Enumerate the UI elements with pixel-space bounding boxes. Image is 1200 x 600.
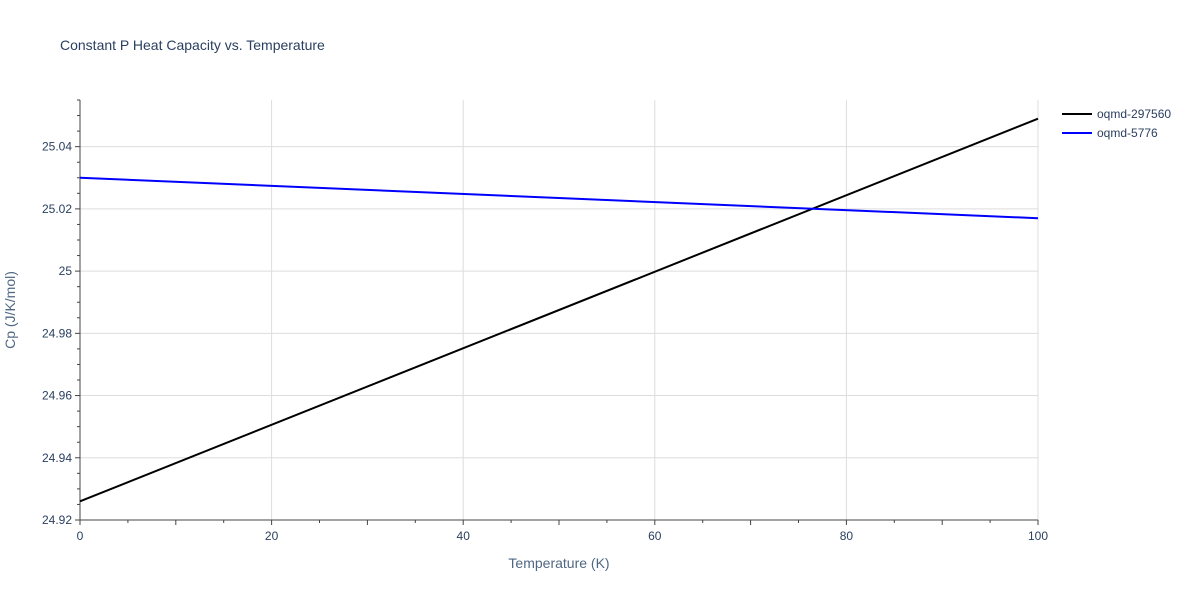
axes [75, 99, 1039, 525]
y-tick-label: 24.92 [42, 513, 72, 527]
x-tick-label: 40 [457, 529, 471, 543]
x-tick-label: 20 [265, 529, 279, 543]
legend-item-oqmd-5776[interactable]: oqmd-5776 [1062, 126, 1158, 140]
legend-item-oqmd-297560[interactable]: oqmd-297560 [1062, 107, 1171, 121]
x-tick-label: 100 [1028, 529, 1048, 543]
y-axis-title: Cp (J/K/mol) [2, 271, 18, 349]
x-tick-label: 0 [77, 529, 84, 543]
legend-label: oqmd-297560 [1097, 107, 1171, 121]
y-tick-label: 24.94 [42, 451, 72, 465]
chart-title: Constant P Heat Capacity vs. Temperature [60, 37, 325, 53]
legend[interactable]: oqmd-297560 oqmd-5776 [1062, 107, 1171, 140]
series-line-oqmd-5776[interactable] [79, 176, 1039, 220]
x-axis-title: Temperature (K) [508, 555, 609, 571]
series-line-oqmd-297560[interactable] [79, 117, 1039, 503]
x-tick-label: 60 [648, 529, 662, 543]
series-lines [79, 117, 1039, 503]
y-tick-label: 25.04 [42, 140, 72, 154]
y-tick-label: 25.02 [42, 202, 72, 216]
y-tick-label: 24.96 [42, 389, 72, 403]
legend-label: oqmd-5776 [1097, 126, 1158, 140]
tick-labels: 0 20 40 60 80 100 24.92 24.94 24.96 24.98 25 25.02 2… [42, 140, 1048, 543]
y-tick-label: 24.98 [42, 326, 72, 340]
x-tick-label: 80 [840, 529, 854, 543]
y-tick-label: 25 [59, 264, 73, 278]
